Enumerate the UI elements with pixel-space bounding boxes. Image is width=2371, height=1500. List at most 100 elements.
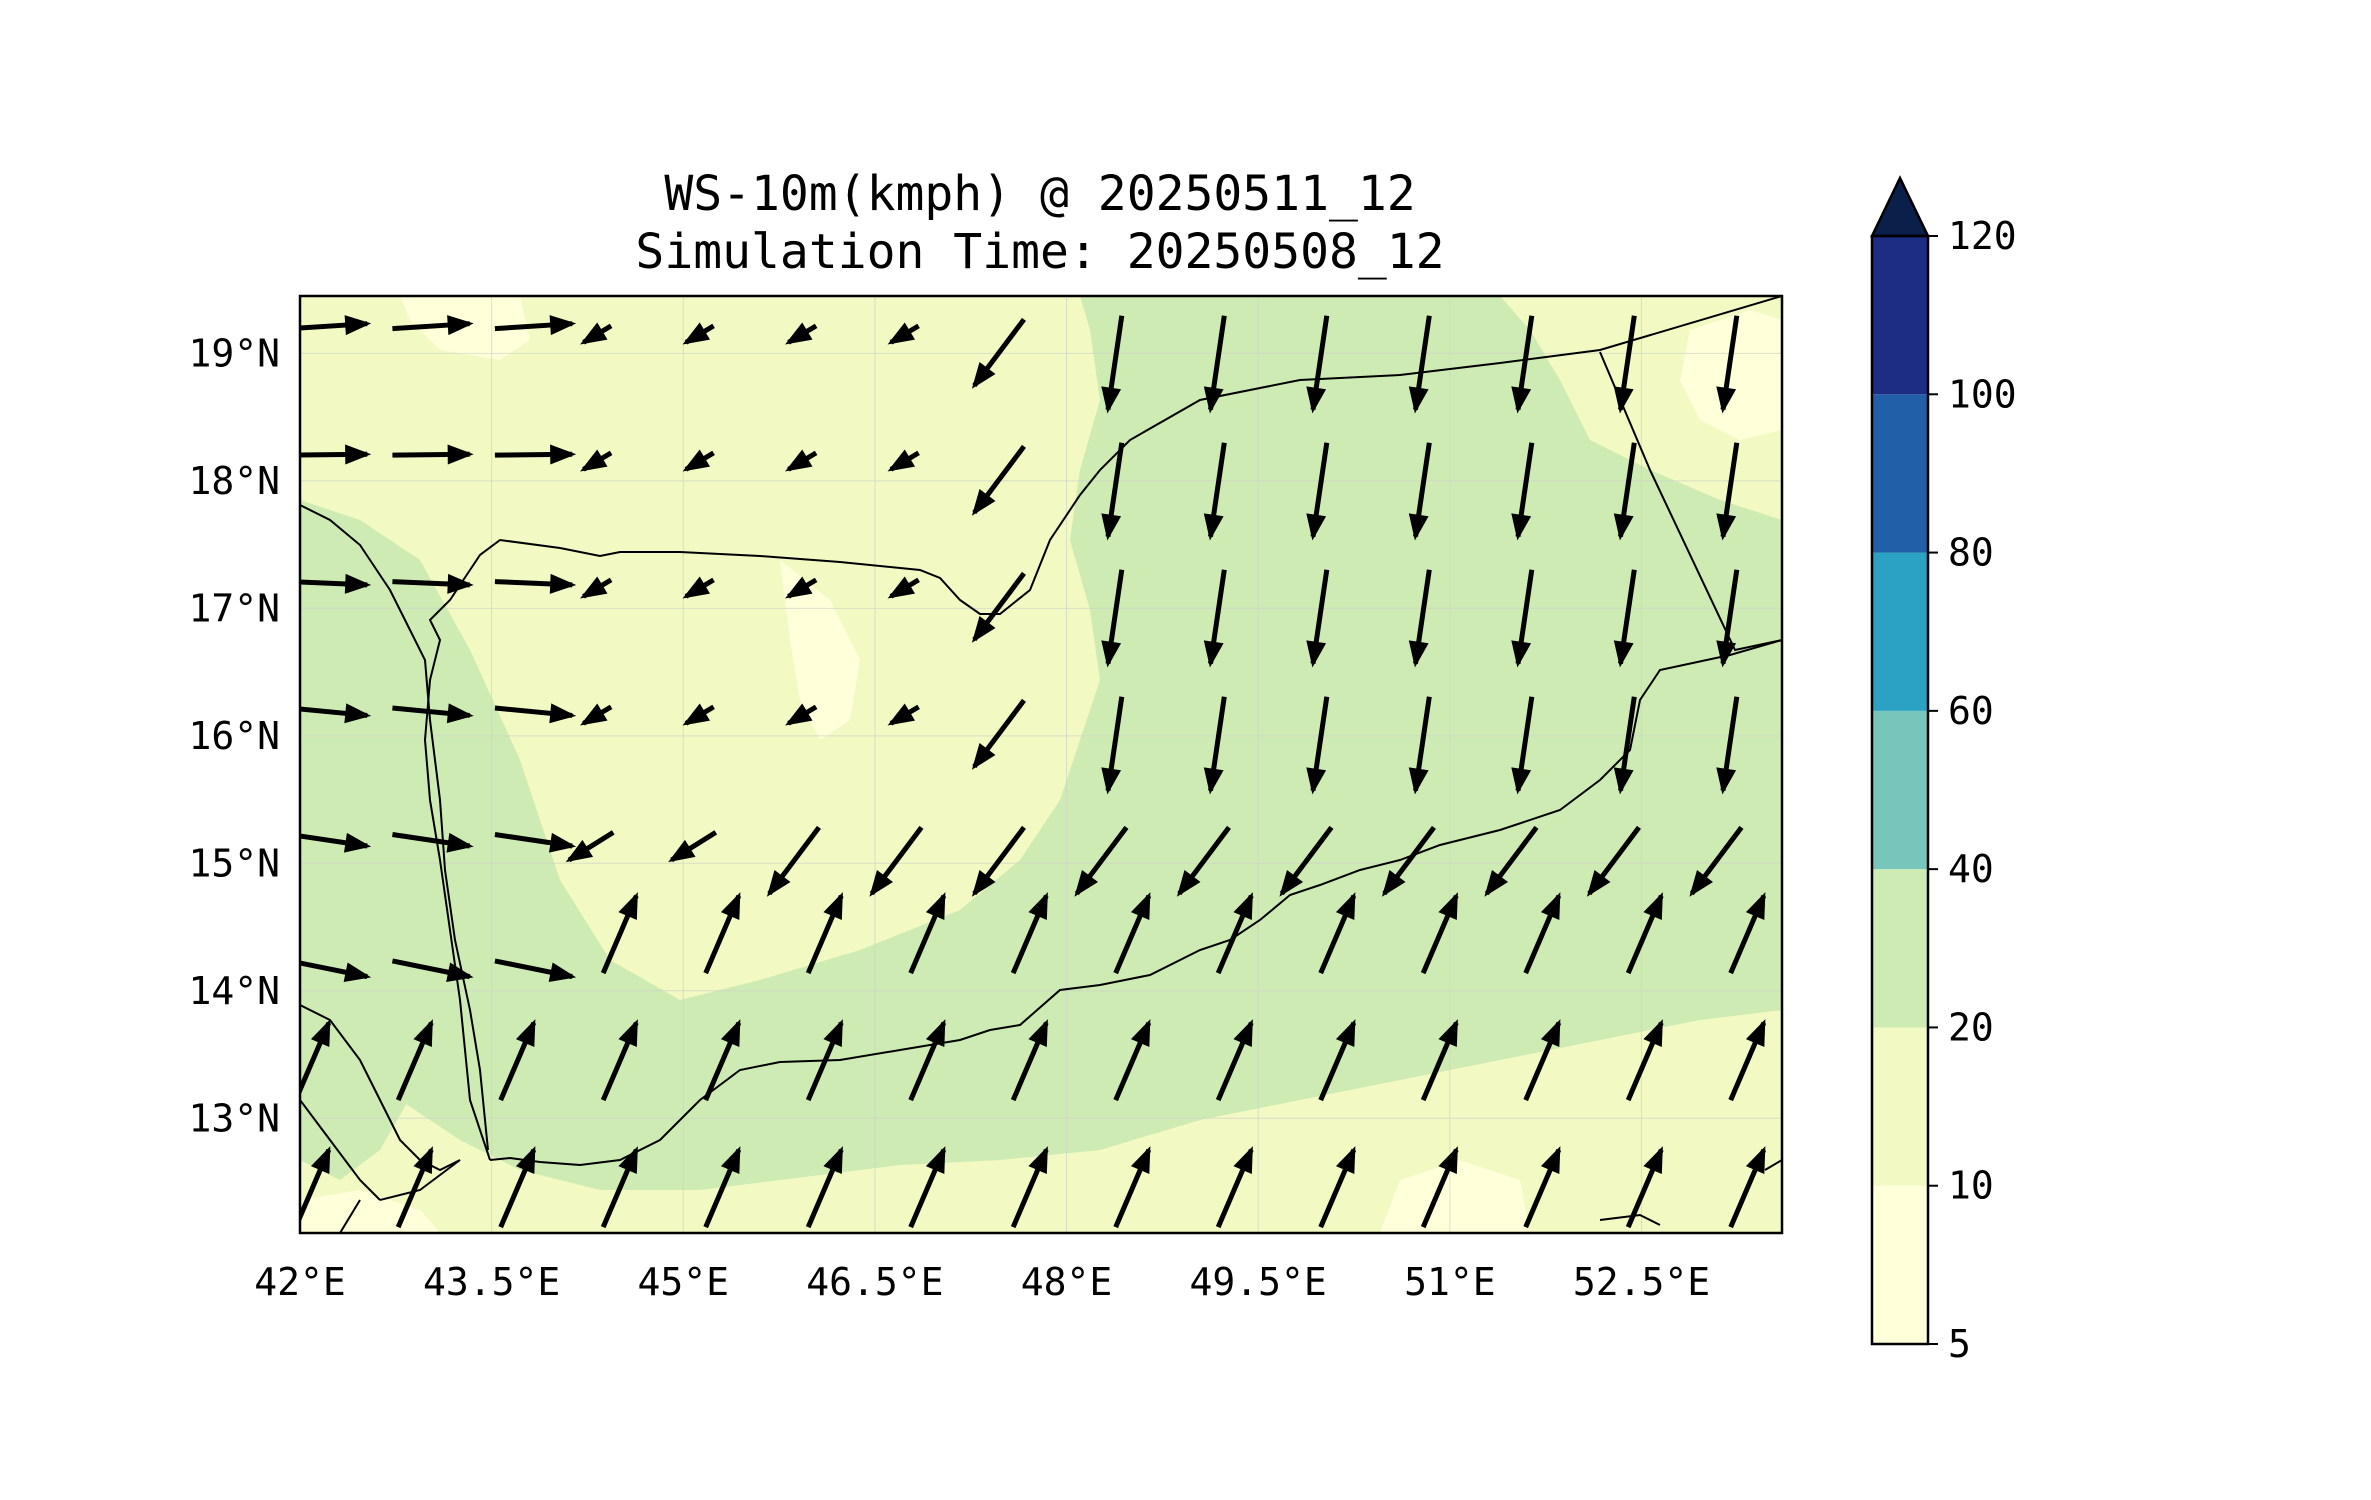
wind-vector-head — [1306, 513, 1327, 541]
x-axis-ticks: 42°E 43.5°E 45°E 46.5°E 48°E 49.5°E 51°E 52.5°E — [254, 1260, 1710, 1304]
wind-vector-head — [1028, 1400, 1047, 1428]
wind-speed-band-20-40-west — [300, 520, 440, 1180]
wind-vector-shaft — [1321, 1404, 1354, 1481]
wind-vector-head — [887, 703, 916, 726]
wind-vector-head — [1541, 1400, 1560, 1428]
colorbar-segment — [1872, 869, 1928, 1028]
wind-vector-head — [618, 892, 638, 920]
wind-vector-head — [887, 449, 916, 472]
wind-vector-head — [1233, 892, 1253, 920]
wind-vector-head — [447, 315, 474, 336]
wind-vector-head — [446, 832, 474, 853]
wind-vector-head — [1511, 513, 1532, 541]
wind-vector-head — [1203, 767, 1224, 795]
wind-vector-head — [1511, 767, 1532, 795]
wind-vector-head — [1511, 386, 1532, 414]
wind-vector-head — [1336, 1273, 1355, 1301]
wind-vector-head — [565, 839, 594, 863]
wind-speed-band-5-10-south — [1380, 1160, 1530, 1233]
wind-vector-head — [1074, 870, 1098, 897]
wind-vector-head — [618, 1273, 637, 1301]
wind-speed-band-5-10-southwest — [300, 1190, 440, 1233]
wind-vector-head — [580, 576, 608, 599]
colorbar-segment — [1872, 710, 1928, 870]
wind-vector-head — [1233, 1400, 1252, 1428]
x-tick-label: 45°E — [638, 1260, 730, 1304]
x-tick-label: 51°E — [1404, 1260, 1496, 1304]
wind-vector-head — [1408, 513, 1429, 541]
wind-vector-head — [925, 1019, 946, 1047]
wind-vector-head — [1335, 1019, 1356, 1047]
wind-vector-head — [1028, 892, 1048, 920]
y-tick-label: 14°N — [188, 969, 280, 1013]
wind-vector-head — [1408, 640, 1429, 668]
wind-vector-shaft — [1116, 1277, 1149, 1354]
wind-vector-head — [1279, 870, 1303, 897]
wind-vector-head — [580, 449, 608, 472]
wind-vector-head — [1746, 1273, 1765, 1301]
wind-vector-head — [1613, 513, 1634, 541]
wind-vector-head — [1101, 513, 1122, 541]
wind-vector-head — [549, 573, 577, 594]
y-tick-label: 19°N — [188, 331, 280, 375]
wind-vector-head — [1689, 870, 1713, 897]
wind-vector-head — [1130, 1019, 1151, 1047]
wind-vector-head — [1408, 386, 1429, 414]
wind-vector-head — [1643, 1400, 1662, 1428]
wind-vector-head — [1336, 1400, 1355, 1428]
gridlines — [300, 296, 1782, 1233]
wind-vector-shaft — [1731, 1277, 1764, 1354]
wind-vector-head — [1233, 1019, 1253, 1047]
map-panel: 42°E 43.5°E 45°E 46.5°E 48°E 49.5°E 51°E 52.5°E… — [188, 294, 1784, 1481]
wind-vector-head — [1306, 767, 1327, 795]
wind-speed-band-5-10-central — [780, 560, 860, 740]
wind-vector-shaft — [1526, 1277, 1559, 1354]
wind-vector-head — [1586, 870, 1611, 897]
wind-vector-head — [1203, 640, 1224, 668]
wind-vector-shaft — [603, 1404, 636, 1481]
wind-vector-head — [1101, 767, 1122, 795]
wind-vector-head — [682, 576, 711, 599]
wind-vector-shaft — [706, 1404, 739, 1481]
wind-vector-head — [1746, 1400, 1765, 1428]
colorbar-segment — [1872, 1027, 1928, 1186]
wind-vector-head — [1716, 513, 1737, 541]
wind-vector-head — [1484, 870, 1508, 897]
wind-speed-band-5-10-northeast — [1680, 310, 1782, 440]
colorbar-label: 5 — [1948, 1322, 1971, 1366]
wind-vector-head — [447, 444, 474, 465]
wind-vector-head — [618, 1146, 638, 1174]
wind-vector-shaft — [1013, 1404, 1046, 1481]
wind-vector-head — [345, 444, 372, 465]
wind-vector-head — [1613, 767, 1634, 795]
wind-vector-head — [1203, 386, 1224, 414]
wind-vector-head — [668, 839, 696, 863]
wind-vector-head — [971, 616, 996, 643]
wind-vector-head — [1613, 386, 1634, 414]
wind-vector-head — [1306, 640, 1327, 668]
wind-vector-head — [1540, 1146, 1561, 1174]
wind-vector-head — [1131, 1273, 1150, 1301]
wind-vector-shaft — [296, 1404, 329, 1481]
x-tick-label: 52.5°E — [1573, 1260, 1710, 1304]
colorbar-label: 120 — [1948, 214, 2017, 258]
wind-vector-head — [1511, 640, 1532, 668]
wind-vector-head — [925, 892, 946, 920]
wind-vector-head — [785, 449, 813, 472]
x-tick-label: 46.5°E — [806, 1260, 943, 1304]
y-tick-label: 17°N — [188, 586, 280, 630]
wind-vector-head — [971, 362, 996, 389]
wind-vector-head — [785, 322, 813, 345]
wind-vector-head — [720, 1019, 741, 1047]
map-title-line-1: WS-10m(kmph) @ 20250511_12 — [664, 166, 1415, 222]
wind-vector-head — [1745, 892, 1766, 920]
wind-vector-head — [785, 703, 813, 726]
wind-vector-head — [1716, 767, 1737, 795]
wind-vector-head — [823, 1019, 843, 1047]
y-tick-label: 18°N — [188, 459, 280, 503]
wind-vector-head — [1101, 386, 1122, 414]
wind-vector-head — [580, 703, 608, 726]
wind-vector-head — [549, 315, 577, 336]
wind-vector-head — [682, 322, 711, 345]
wind-vector-head — [516, 1400, 535, 1428]
